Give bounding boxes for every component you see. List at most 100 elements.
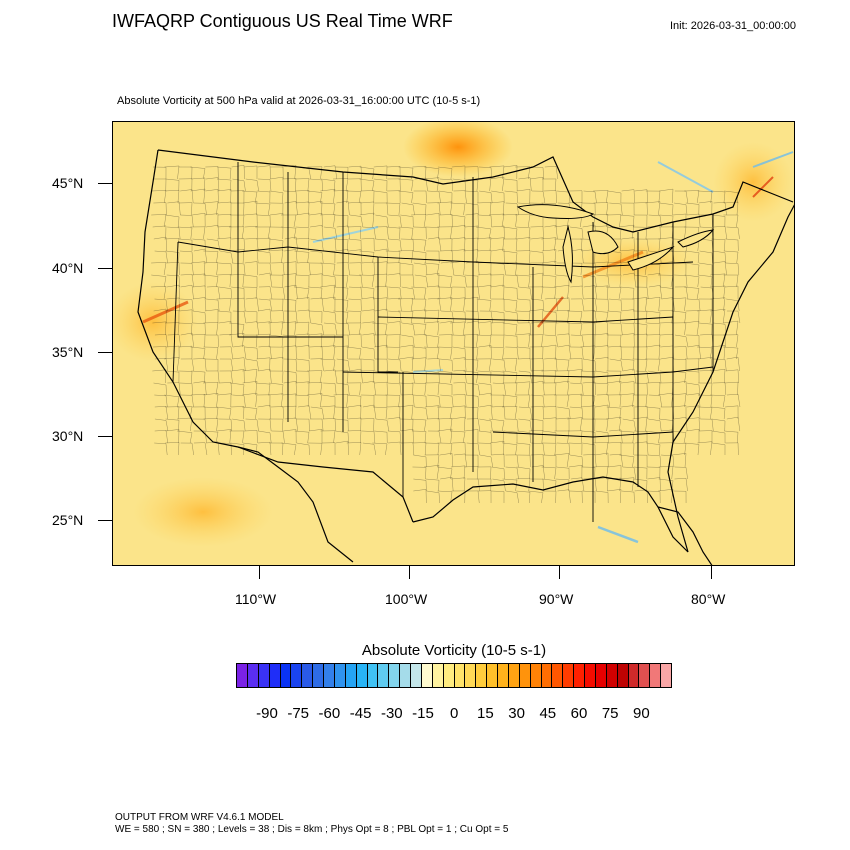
county-line bbox=[218, 262, 232, 276]
county-line bbox=[451, 225, 466, 240]
county-line bbox=[674, 274, 688, 288]
vorticity-streak bbox=[752, 176, 774, 198]
county-line bbox=[476, 176, 492, 192]
county-line bbox=[258, 345, 272, 360]
county-line bbox=[413, 190, 427, 204]
county-line bbox=[232, 297, 246, 312]
county-line bbox=[633, 310, 648, 324]
county-line bbox=[151, 214, 167, 228]
county-line bbox=[336, 225, 350, 240]
county-line bbox=[606, 416, 622, 432]
county-line bbox=[219, 334, 233, 348]
county-line bbox=[217, 189, 232, 204]
county-line bbox=[452, 346, 466, 360]
county-line bbox=[216, 274, 232, 288]
county-line bbox=[167, 226, 181, 240]
county-line bbox=[450, 297, 466, 312]
county-line bbox=[477, 202, 492, 216]
county-line bbox=[491, 190, 505, 204]
county-line bbox=[203, 250, 219, 264]
county-line bbox=[440, 477, 454, 492]
county-line bbox=[320, 345, 336, 360]
county-line bbox=[453, 274, 467, 288]
county-line bbox=[697, 274, 713, 288]
county-line bbox=[491, 453, 505, 468]
county-line bbox=[632, 416, 648, 432]
county-line bbox=[180, 189, 194, 204]
colorbar-swatch bbox=[606, 664, 618, 687]
county-line bbox=[621, 202, 635, 216]
county-line bbox=[284, 417, 298, 432]
map-canvas bbox=[113, 122, 794, 565]
county-line bbox=[477, 273, 492, 288]
county-line bbox=[216, 406, 232, 420]
vorticity-map[interactable] bbox=[112, 121, 795, 566]
county-line bbox=[335, 334, 349, 348]
county-line bbox=[621, 405, 635, 420]
county-line bbox=[660, 345, 674, 360]
county-line bbox=[658, 442, 674, 456]
county-line bbox=[297, 261, 311, 276]
county-line bbox=[257, 321, 271, 336]
county-line bbox=[570, 334, 585, 348]
county-line bbox=[269, 274, 284, 288]
county-line bbox=[359, 178, 375, 192]
county-line bbox=[619, 358, 635, 372]
county-line bbox=[464, 237, 479, 252]
county-line bbox=[322, 442, 336, 456]
county-line bbox=[594, 285, 609, 300]
county-line bbox=[685, 262, 700, 276]
county-line bbox=[726, 393, 741, 408]
county-line bbox=[361, 309, 376, 324]
lon-tick bbox=[259, 566, 260, 579]
county-line bbox=[671, 310, 687, 324]
county-line bbox=[386, 226, 401, 240]
county-line bbox=[255, 382, 271, 396]
colorbar-swatch bbox=[595, 664, 607, 687]
county-line bbox=[463, 358, 479, 372]
county-line bbox=[542, 430, 557, 444]
county-line bbox=[530, 358, 544, 372]
county-line bbox=[295, 190, 310, 204]
county-line bbox=[607, 226, 622, 240]
county-line bbox=[427, 297, 442, 312]
county-line bbox=[190, 188, 206, 204]
county-line bbox=[646, 322, 661, 336]
county-line bbox=[531, 190, 546, 204]
county-line bbox=[661, 297, 675, 312]
county-line bbox=[710, 273, 726, 288]
colorbar-swatch bbox=[443, 664, 455, 687]
county-line bbox=[153, 382, 167, 396]
county-line bbox=[687, 298, 701, 312]
county-line bbox=[567, 322, 583, 336]
county-line bbox=[154, 406, 168, 420]
county-line bbox=[245, 321, 260, 336]
county-line bbox=[204, 213, 219, 228]
negative-vorticity-streak bbox=[312, 226, 379, 243]
county-line bbox=[164, 238, 180, 252]
county-line bbox=[167, 201, 181, 216]
county-line bbox=[660, 370, 674, 384]
county-line bbox=[192, 273, 206, 288]
county-line bbox=[203, 430, 219, 444]
county-line bbox=[216, 237, 232, 252]
county-line bbox=[309, 178, 323, 192]
county-line bbox=[164, 189, 180, 204]
county-line bbox=[476, 358, 492, 372]
county-line bbox=[386, 370, 401, 384]
county-line bbox=[399, 382, 414, 396]
county-line bbox=[620, 442, 635, 456]
county-line bbox=[320, 430, 336, 444]
county-line bbox=[335, 418, 349, 432]
county-line bbox=[361, 261, 375, 276]
county-line bbox=[206, 238, 221, 252]
county-line bbox=[336, 322, 350, 336]
county-line bbox=[401, 334, 415, 348]
county-line bbox=[659, 286, 674, 300]
county-line bbox=[424, 177, 440, 192]
county-line bbox=[609, 453, 623, 468]
county-line bbox=[554, 358, 570, 372]
county-line bbox=[179, 309, 193, 324]
county-line bbox=[659, 322, 674, 336]
colorbar-swatch bbox=[498, 664, 509, 687]
